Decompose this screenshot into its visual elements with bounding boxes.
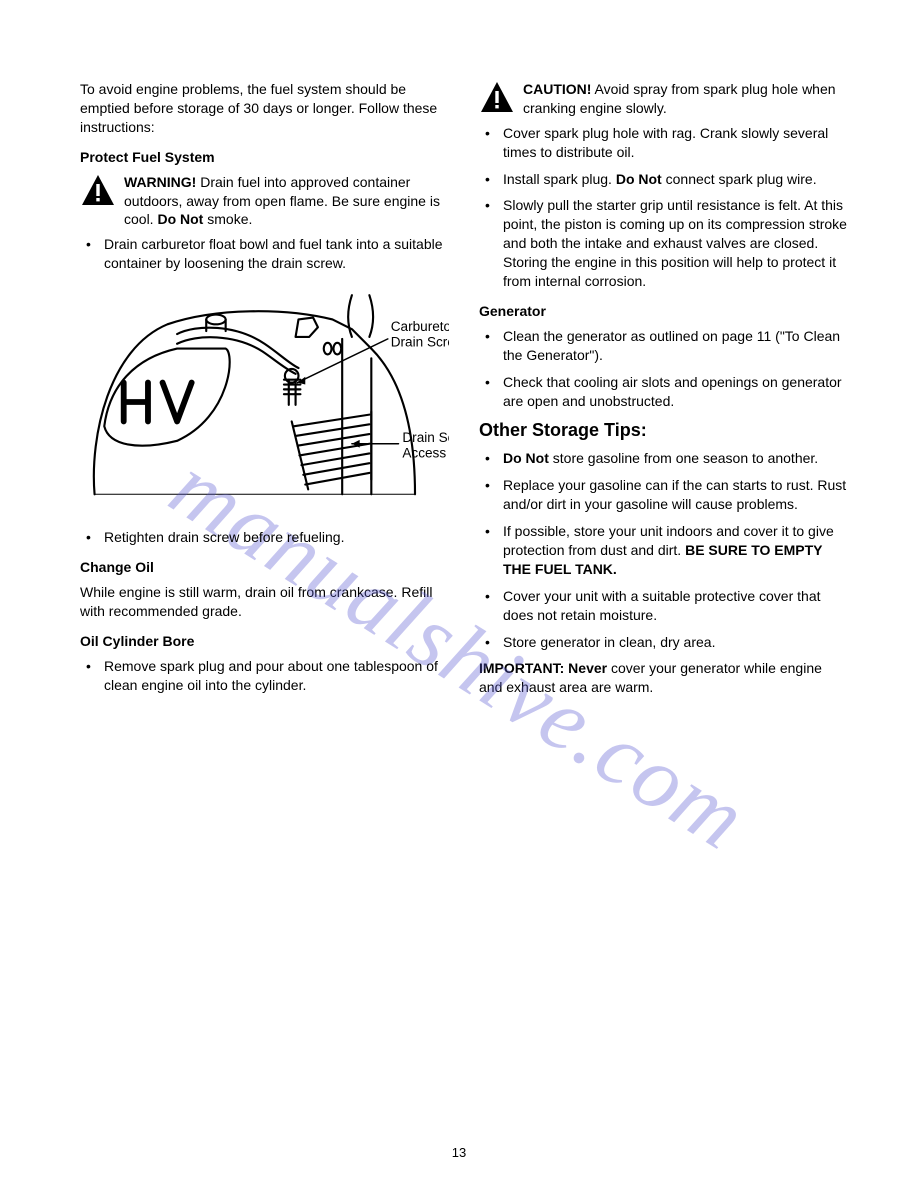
right-column: CAUTION! Avoid spray from spark plug hol… [479, 80, 848, 707]
oil-cylinder-heading: Oil Cylinder Bore [80, 633, 449, 649]
two-column-layout: To avoid engine problems, the fuel syste… [80, 80, 848, 707]
intro-paragraph: To avoid engine problems, the fuel syste… [80, 80, 449, 137]
st1-post: store gasoline from one season to anothe… [549, 450, 818, 466]
generator-list: Clean the generator as outlined on page … [479, 327, 848, 411]
st1-bold: Do Not [503, 450, 549, 466]
caution-label: CAUTION! [523, 81, 591, 97]
diagram-label-1a: Carburetor Fuel [391, 319, 449, 334]
page-number: 13 [0, 1145, 918, 1160]
st-bullet-2: Replace your gasoline can if the can sta… [479, 476, 848, 514]
warning-after: smoke. [203, 211, 252, 227]
st-bullet-1: Do Not store gasoline from one season to… [479, 449, 848, 468]
r-install-bold: Do Not [616, 171, 662, 187]
r-bullet-install: Install spark plug. Do Not connect spark… [479, 170, 848, 189]
change-oil-heading: Change Oil [80, 559, 449, 575]
fuel-bullet-2: Retighten drain screw before refueling. [80, 528, 449, 547]
generator-heading: Generator [479, 303, 848, 319]
important-bold: IMPORTANT: Never [479, 660, 607, 676]
oil-cyl-bullet: Remove spark plug and pour about one tab… [80, 657, 449, 695]
st-bullet-4: Cover your unit with a suitable protecti… [479, 587, 848, 625]
gen-bullet-2: Check that cooling air slots and opening… [479, 373, 848, 411]
st-bullet-5: Store generator in clean, dry area. [479, 633, 848, 652]
r-install-post: connect spark plug wire. [662, 171, 817, 187]
carburetor-diagram: Carburetor Fuel Drain Screw Drain Screw … [80, 287, 449, 517]
left-column: To avoid engine problems, the fuel syste… [80, 80, 449, 707]
fuel-bullet-list-2: Retighten drain screw before refueling. [80, 528, 449, 547]
caution-box: CAUTION! Avoid spray from spark plug hol… [479, 80, 848, 118]
diagram-label-2a: Drain Screw [402, 430, 449, 445]
diagram-label-1b: Drain Screw [391, 335, 449, 350]
change-oil-text: While engine is still warm, drain oil fr… [80, 583, 449, 621]
protect-fuel-heading: Protect Fuel System [80, 149, 449, 165]
storage-heading: Other Storage Tips: [479, 420, 848, 441]
right-first-list: Cover spark plug hole with rag. Crank sl… [479, 124, 848, 291]
diagram-label-2b: Access Hole [402, 445, 449, 460]
r-bullet-slowly: Slowly pull the starter grip until resis… [479, 196, 848, 290]
st-bullet-3: If possible, store your unit indoors and… [479, 522, 848, 579]
warning-label: WARNING! [124, 174, 196, 190]
caution-text: CAUTION! Avoid spray from spark plug hol… [523, 80, 848, 118]
fuel-bullet-list-1: Drain carburetor float bowl and fuel tan… [80, 235, 449, 273]
r-bullet-cover: Cover spark plug hole with rag. Crank sl… [479, 124, 848, 162]
warning-text: WARNING! Drain fuel into approved contai… [124, 173, 449, 230]
oil-cyl-list: Remove spark plug and pour about one tab… [80, 657, 449, 695]
warning-triangle-icon [80, 173, 116, 207]
warning-donot: Do Not [157, 211, 203, 227]
storage-list: Do Not store gasoline from one season to… [479, 449, 848, 651]
r-install-pre: Install spark plug. [503, 171, 616, 187]
gen-bullet-1: Clean the generator as outlined on page … [479, 327, 848, 365]
caution-triangle-icon [479, 80, 515, 114]
fuel-bullet-1: Drain carburetor float bowl and fuel tan… [80, 235, 449, 273]
warning-box: WARNING! Drain fuel into approved contai… [80, 173, 449, 230]
important-paragraph: IMPORTANT: Never cover your generator wh… [479, 659, 848, 697]
